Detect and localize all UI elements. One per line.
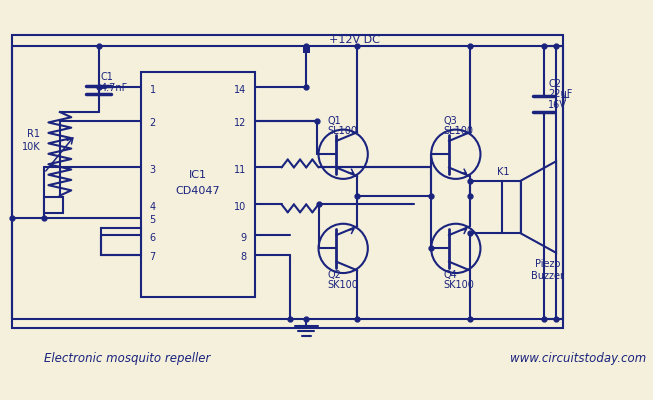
FancyBboxPatch shape	[502, 181, 521, 234]
Text: 1: 1	[150, 85, 155, 95]
Text: 6: 6	[150, 233, 155, 243]
Text: SL100: SL100	[327, 126, 357, 136]
Text: 12: 12	[234, 118, 246, 128]
Text: Electronic mosquito repeller: Electronic mosquito repeller	[44, 352, 210, 365]
Text: C2: C2	[549, 79, 561, 89]
Text: IC1: IC1	[189, 170, 207, 180]
Text: Piezo: Piezo	[535, 259, 560, 269]
Text: CD4047: CD4047	[176, 186, 220, 196]
Text: Q3: Q3	[443, 116, 457, 126]
Text: 10K: 10K	[22, 142, 40, 152]
Text: K1: K1	[497, 167, 509, 177]
FancyBboxPatch shape	[101, 228, 141, 254]
Text: 4: 4	[150, 202, 155, 212]
Text: R1: R1	[27, 129, 40, 139]
Text: 4.7nF: 4.7nF	[101, 83, 127, 93]
Text: C1: C1	[101, 72, 113, 82]
Text: 9: 9	[240, 233, 246, 243]
Text: +: +	[560, 90, 570, 104]
FancyBboxPatch shape	[303, 46, 310, 53]
Text: 16V: 16V	[549, 100, 567, 110]
Text: 14: 14	[234, 85, 246, 95]
FancyBboxPatch shape	[44, 197, 63, 213]
Text: 22uF: 22uF	[549, 90, 573, 100]
Text: SK100: SK100	[327, 280, 358, 290]
Text: 11: 11	[234, 165, 246, 175]
FancyBboxPatch shape	[12, 34, 563, 328]
Text: Q2: Q2	[327, 270, 342, 280]
Text: Q4: Q4	[443, 270, 457, 280]
Text: 10: 10	[234, 202, 246, 212]
Text: Q1: Q1	[327, 116, 341, 126]
Text: 7: 7	[150, 252, 156, 262]
Text: 2: 2	[150, 118, 156, 128]
Text: www.circuitstoday.com: www.circuitstoday.com	[511, 352, 646, 365]
Text: 8: 8	[240, 252, 246, 262]
Text: SL100: SL100	[443, 126, 473, 136]
Text: SK100: SK100	[443, 280, 474, 290]
Text: +12V DC: +12V DC	[329, 35, 380, 45]
FancyBboxPatch shape	[141, 72, 255, 297]
Text: Buzzer: Buzzer	[531, 271, 564, 281]
Text: 3: 3	[150, 165, 155, 175]
Text: 5: 5	[150, 215, 156, 225]
